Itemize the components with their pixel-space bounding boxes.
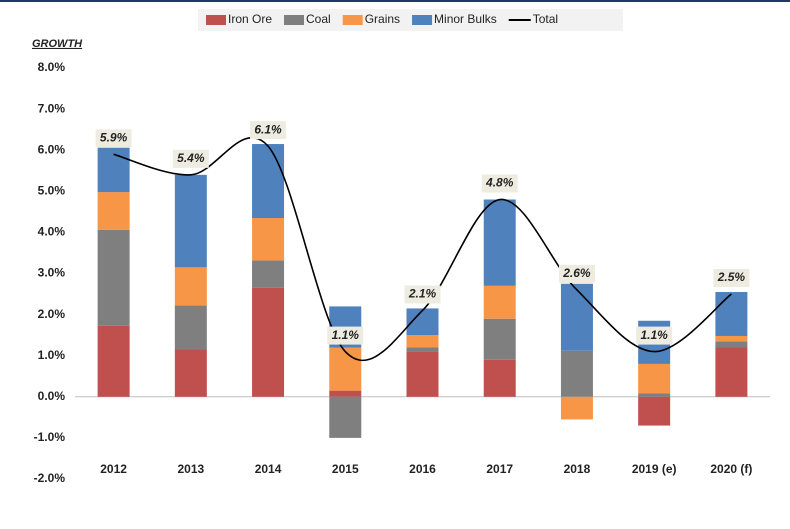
- y-tick-label: 2.0%: [38, 307, 66, 321]
- bar-segment: [560, 396, 593, 420]
- data-label: 2.5%: [717, 270, 746, 284]
- bar-segment: [174, 267, 207, 306]
- data-label-bg: [95, 129, 132, 148]
- bar-segment: [406, 347, 439, 352]
- bar-segment: [483, 359, 516, 397]
- bar-segment: [252, 287, 285, 397]
- y-tick-label: 8.0%: [38, 60, 66, 74]
- bar-segment: [715, 335, 748, 342]
- bar-segment: [483, 199, 516, 286]
- bar-segment: [715, 341, 748, 348]
- legend-swatch: [284, 15, 305, 25]
- chart-title: GROWTH: [32, 38, 83, 50]
- total-line: [113, 137, 732, 362]
- data-label-bg: [172, 149, 209, 168]
- y-tick-label: 7.0%: [38, 101, 66, 115]
- legend-label: Coal: [306, 12, 331, 26]
- bar-segment: [483, 285, 516, 319]
- data-label-bg: [481, 174, 518, 193]
- legend: Iron Ore Coal Grains Minor Bulks Total: [198, 9, 623, 31]
- legend-label: Total: [533, 12, 558, 26]
- data-label-bg: [558, 264, 595, 283]
- bar-segment: [406, 335, 439, 348]
- bar-segment: [560, 350, 593, 397]
- bar-segment: [252, 218, 285, 261]
- bar-segment: [638, 393, 671, 397]
- bar-segment: [252, 260, 285, 288]
- y-tick-label: 6.0%: [38, 142, 66, 156]
- x-tick-label: 2016: [409, 462, 436, 476]
- y-tick-label: 5.0%: [38, 183, 66, 197]
- legend-box: [198, 9, 623, 31]
- legend-swatch: [342, 15, 363, 25]
- bar-segment: [483, 318, 516, 360]
- bar-segment: [638, 363, 671, 394]
- bar-segment: [97, 325, 130, 397]
- data-label: 2.6%: [562, 266, 591, 280]
- bar-segment: [638, 396, 671, 426]
- data-label: 4.8%: [485, 176, 514, 190]
- bar-segment: [560, 283, 593, 351]
- data-label: 1.1%: [640, 328, 668, 342]
- bar-segment: [329, 347, 362, 391]
- bar-segment: [174, 305, 207, 350]
- x-tick-label: 2012: [100, 462, 127, 476]
- x-tick-label: 2017: [486, 462, 513, 476]
- data-label: 1.1%: [332, 328, 360, 342]
- bar-segment: [97, 192, 130, 230]
- data-label: 6.1%: [254, 122, 282, 136]
- bar-segment: [97, 229, 130, 326]
- y-tick-label: 0.0%: [38, 389, 66, 403]
- data-label-bg: [404, 285, 441, 304]
- bar-segment: [715, 347, 748, 397]
- legend-label: Iron Ore: [228, 12, 272, 26]
- data-label-bg: [327, 326, 364, 345]
- y-tick-label: 1.0%: [38, 348, 66, 362]
- data-label: 5.9%: [100, 130, 128, 144]
- bar-segment: [252, 144, 285, 219]
- x-tick-label: 2020 (f): [710, 462, 752, 476]
- x-tick-label: 2019 (e): [632, 462, 677, 476]
- bar-segment: [329, 390, 362, 397]
- y-tick-label: 3.0%: [38, 266, 66, 280]
- x-tick-label: 2015: [332, 462, 359, 476]
- legend-swatch: [412, 15, 433, 25]
- data-label-bg: [713, 269, 750, 288]
- legend-label: Grains: [365, 12, 400, 26]
- legend-label: Minor Bulks: [434, 12, 497, 26]
- bar-segment: [174, 174, 207, 268]
- x-tick-label: 2014: [255, 462, 282, 476]
- bar-segment: [406, 351, 439, 397]
- x-tick-label: 2013: [177, 462, 204, 476]
- data-label-bg: [250, 121, 287, 140]
- y-tick-label: -1.0%: [34, 430, 66, 444]
- y-tick-label: 4.0%: [38, 225, 66, 239]
- bar-segment: [329, 396, 362, 438]
- x-tick-label: 2018: [564, 462, 591, 476]
- data-label: 2.1%: [408, 287, 437, 301]
- legend-swatch: [206, 15, 226, 25]
- data-label-bg: [636, 326, 673, 345]
- bar-segment: [715, 291, 748, 336]
- data-label: 5.4%: [177, 151, 205, 165]
- bar-segment: [174, 349, 207, 397]
- y-tick-label: -2.0%: [34, 471, 66, 485]
